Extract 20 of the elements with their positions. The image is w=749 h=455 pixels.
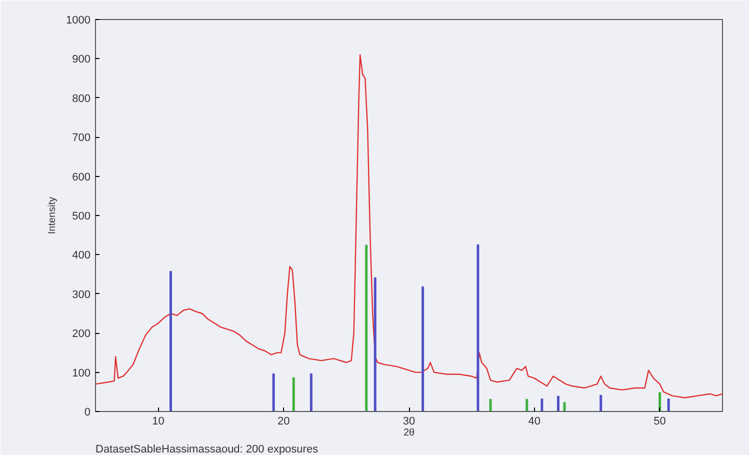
x-tick-label: 10 [152,416,164,428]
y-tick-label: 700 [72,132,91,144]
line-series [96,54,722,398]
y-tick-label: 900 [72,54,91,66]
x-axis-title: 2θ [403,428,415,438]
y-tick-label: 100 [72,367,91,380]
x-tick-label: 50 [654,416,666,428]
y-axis-title: Intensity [47,196,58,234]
y-tick-label: 800 [72,92,91,105]
y-tick-label: 300 [72,288,91,301]
y-tick-label: 1000 [66,14,91,26]
y-tick-label: 400 [72,250,91,262]
x-tick-label: 40 [528,416,541,428]
y-tick-label: 0 [84,406,91,418]
y-tick-label: 600 [72,171,91,184]
y-tick-label: 500 [72,210,91,222]
text: DatasetSableHassimassaoud: 200 exposures [96,444,319,455]
x-tick-label: 20 [277,416,290,428]
x-tick-label: 30 [402,416,416,428]
y-tick-label: 200 [72,328,91,340]
